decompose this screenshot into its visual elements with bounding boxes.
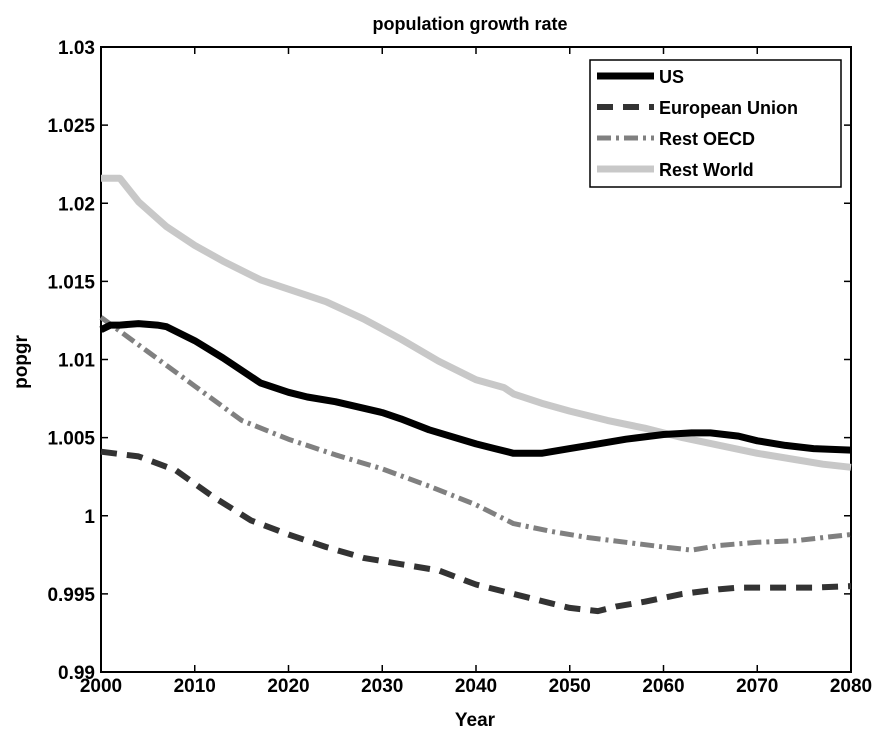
series-line-rest-oecd [99, 315, 852, 553]
y-tick-label: 1.03 [58, 38, 95, 59]
legend-label-rest-world: Rest World [659, 160, 754, 180]
y-tick-label: 0.995 [47, 585, 95, 606]
legend-label-us: US [659, 67, 684, 87]
y-tick-label: 1.015 [47, 272, 95, 293]
x-tick-label: 2070 [736, 676, 778, 697]
x-tick-label: 2040 [455, 676, 497, 697]
y-tick-label: 1 [84, 507, 95, 528]
legend-label-rest-oecd: Rest OECD [659, 129, 755, 149]
chart-title: population growth rate [373, 14, 568, 34]
y-tick-label: 1.025 [47, 116, 95, 137]
y-tick-label: 1.02 [58, 194, 95, 215]
y-tick-label: 0.99 [58, 663, 95, 684]
x-tick-label: 2000 [80, 676, 122, 697]
x-axis-label: Year [455, 710, 496, 731]
y-tick-label: 1.01 [58, 351, 95, 372]
series-line-european-union [100, 448, 852, 615]
x-tick-label: 2050 [549, 676, 591, 697]
x-tick-label: 2020 [267, 676, 309, 697]
x-tick-label: 2010 [174, 676, 216, 697]
x-tick-label: 2060 [642, 676, 684, 697]
series-line-us [99, 320, 852, 457]
series-line-rest-world [101, 174, 852, 471]
legend-label-european-union: European Union [659, 98, 798, 118]
x-tick-label: 2080 [830, 676, 872, 697]
y-axis-label: popgr [11, 334, 32, 388]
x-tick-label: 2030 [361, 676, 403, 697]
y-tick-label: 1.005 [47, 429, 95, 450]
